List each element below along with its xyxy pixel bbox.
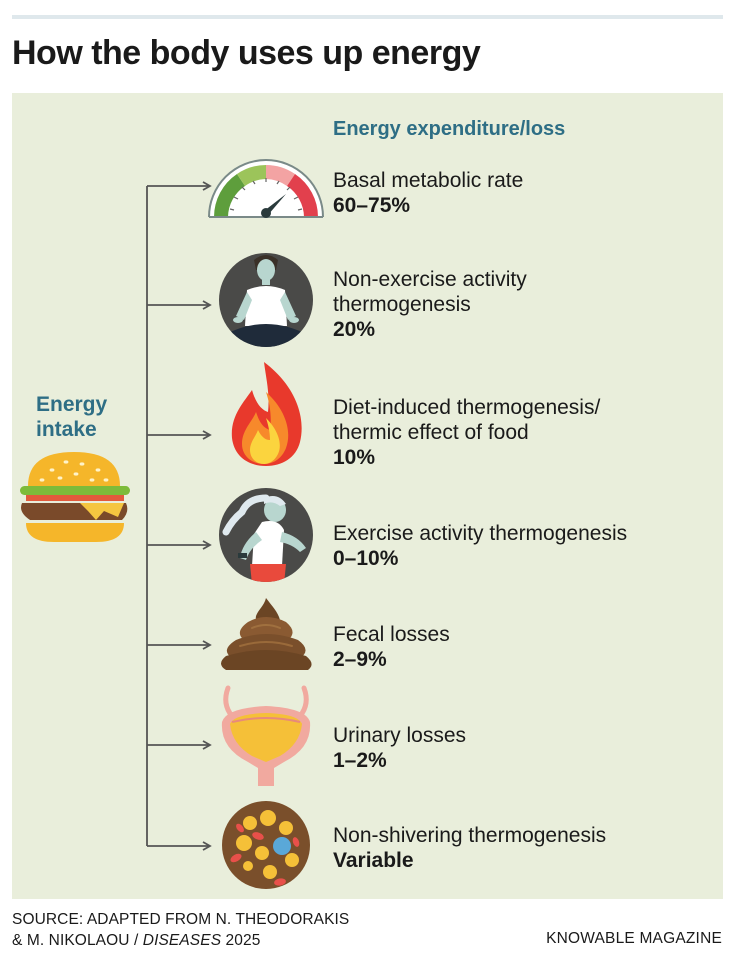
item-urinary-losses: Urinary losses 1–2% bbox=[333, 723, 713, 773]
item-label: Basal metabolic rate bbox=[333, 169, 524, 192]
item-value: 0–10% bbox=[333, 547, 399, 570]
item-value: Variable bbox=[333, 849, 414, 872]
poop-icon bbox=[221, 598, 312, 670]
item-value: 1–2% bbox=[333, 749, 387, 772]
top-rule bbox=[12, 15, 723, 19]
runner-icon bbox=[219, 488, 313, 582]
publisher-credit: KNOWABLE MAGAZINE bbox=[546, 930, 722, 947]
item-label: Urinary losses bbox=[333, 724, 467, 747]
item-value: 60–75% bbox=[333, 194, 411, 217]
meditating-person-icon bbox=[219, 253, 313, 347]
source-line-2: & M. NIKOLAOU / DISEASES 2025 bbox=[12, 930, 349, 951]
flame-icon bbox=[231, 362, 302, 466]
speedometer-gauge-icon bbox=[208, 159, 324, 218]
item-non-exercise-activity-thermogenesis: Non-exercise activity thermogenesis 20% bbox=[333, 267, 713, 342]
source-citation: SOURCE: ADAPTED FROM N. THEODORAKIS & M.… bbox=[12, 909, 349, 951]
item-label: Non-exercise activity thermogenesis bbox=[333, 268, 527, 316]
item-basal-metabolic-rate: Basal metabolic rate 60–75% bbox=[333, 168, 713, 218]
item-value: 10% bbox=[333, 446, 376, 469]
source-authors: & M. NIKOLAOU / bbox=[12, 932, 143, 949]
burger-icon bbox=[20, 452, 130, 542]
item-value: 20% bbox=[333, 318, 376, 341]
source-journal: DISEASES bbox=[142, 932, 222, 949]
bladder-icon bbox=[221, 685, 311, 786]
expenditure-header: Energy expenditure/loss bbox=[333, 118, 566, 140]
item-fecal-losses: Fecal losses 2–9% bbox=[333, 622, 713, 672]
connector-lines bbox=[146, 181, 212, 851]
item-value: 2–9% bbox=[333, 648, 387, 671]
item-label: Fecal losses bbox=[333, 623, 450, 646]
item-label: Non-shivering thermogenesis bbox=[333, 824, 607, 847]
brown-fat-cell-icon bbox=[222, 801, 310, 889]
energy-intake-label: Energy intake bbox=[36, 393, 108, 441]
item-non-shivering-thermogenesis: Non-shivering thermogenesis Variable bbox=[333, 823, 713, 873]
item-diet-induced-thermogenesis: Diet-induced thermogenesis/ thermic effe… bbox=[333, 395, 713, 470]
item-exercise-activity-thermogenesis: Exercise activity thermogenesis 0–10% bbox=[333, 521, 713, 571]
diagram-panel bbox=[12, 93, 723, 899]
item-label: Diet-induced thermogenesis/ thermic effe… bbox=[333, 396, 601, 444]
page-title: How the body uses up energy bbox=[12, 34, 481, 72]
item-label: Exercise activity thermogenesis bbox=[333, 522, 628, 545]
source-year: 2025 bbox=[221, 932, 261, 949]
source-line-1: SOURCE: ADAPTED FROM N. THEODORAKIS bbox=[12, 911, 350, 928]
